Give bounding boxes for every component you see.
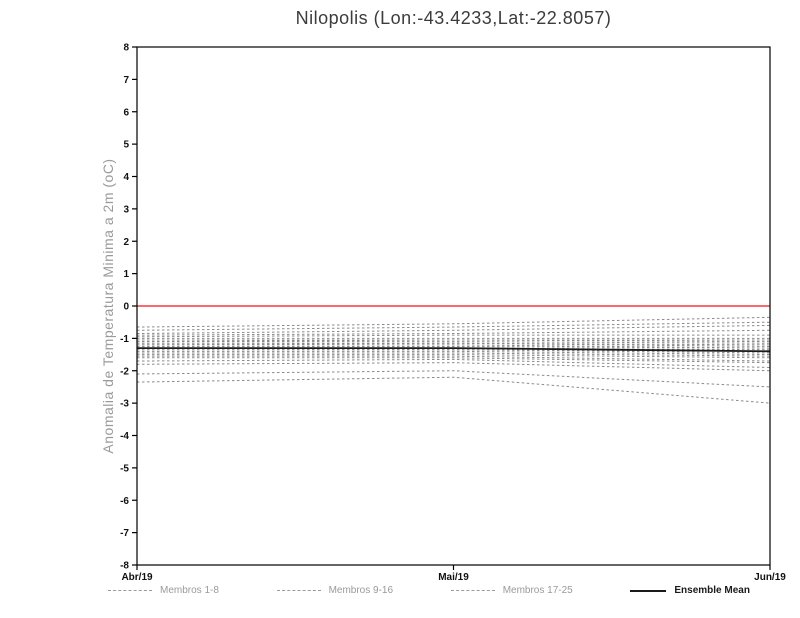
svg-text:2: 2	[123, 237, 129, 248]
svg-text:-2: -2	[120, 366, 129, 377]
solid-line-sample	[630, 589, 667, 592]
svg-text:Mai/19: Mai/19	[438, 572, 469, 583]
dashed-line-sample	[450, 590, 495, 591]
svg-text:1: 1	[123, 269, 129, 280]
svg-text:0: 0	[123, 302, 129, 313]
svg-text:6: 6	[123, 107, 129, 118]
chart-title: Nilopolis (Lon:-43.4233,Lat:-22.8057)	[295, 8, 612, 28]
legend-label: Membros 17-25	[502, 585, 573, 596]
svg-text:3: 3	[123, 204, 129, 215]
svg-text:-4: -4	[120, 431, 129, 442]
svg-text:-1: -1	[120, 334, 129, 345]
legend-item-ensemble-mean: Ensemble Mean	[630, 585, 750, 596]
svg-text:7: 7	[123, 75, 129, 86]
dashed-line-sample	[108, 590, 152, 591]
svg-text:-6: -6	[120, 496, 129, 507]
legend-label: Membros 1-8	[160, 585, 219, 596]
svg-text:-5: -5	[120, 463, 129, 474]
svg-text:Jun/19: Jun/19	[754, 572, 786, 583]
svg-text:5: 5	[123, 140, 129, 151]
legend: Membros 1-8 Membros 9-16 Membros 17-25 E…	[0, 585, 800, 596]
svg-text:4: 4	[123, 172, 129, 183]
legend-label: Ensemble Mean	[674, 585, 750, 596]
svg-text:Abr/19: Abr/19	[121, 572, 153, 583]
dashed-line-sample	[276, 590, 321, 591]
svg-text:-8: -8	[120, 561, 129, 572]
svg-text:-7: -7	[120, 528, 129, 539]
svg-text:8: 8	[123, 43, 129, 54]
legend-item-membros-1-8: Membros 1-8	[108, 585, 219, 596]
legend-item-membros-9-16: Membros 9-16	[276, 585, 394, 596]
svg-text:-3: -3	[120, 399, 129, 410]
legend-item-membros-17-25: Membros 17-25	[450, 585, 573, 596]
legend-label: Membros 9-16	[328, 585, 394, 596]
